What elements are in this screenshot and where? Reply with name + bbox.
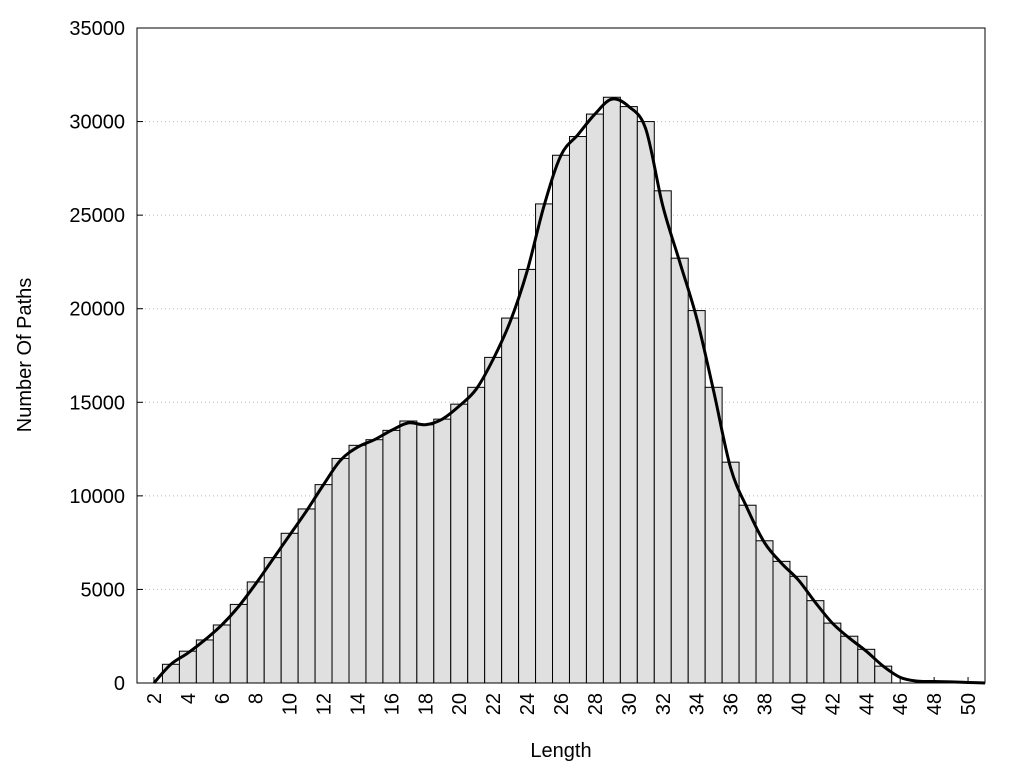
bar — [602, 96, 621, 684]
x-tick-label: 50 — [958, 693, 980, 715]
x-tick-label: 30 — [619, 693, 641, 715]
bar — [772, 560, 791, 684]
y-tick-label: 10000 — [69, 486, 125, 508]
bar — [450, 403, 469, 684]
bar — [331, 457, 350, 684]
bar — [365, 439, 384, 684]
bar — [280, 532, 299, 684]
bar — [670, 257, 689, 684]
x-tick-label: 42 — [822, 693, 844, 715]
bar — [314, 484, 333, 684]
bar — [687, 310, 706, 684]
bar — [721, 461, 740, 684]
bar — [229, 603, 248, 684]
x-tick-label: 44 — [856, 693, 878, 715]
bar — [789, 575, 808, 684]
x-tick-label: 6 — [212, 693, 234, 704]
y-tick-label: 20000 — [69, 299, 125, 321]
x-tick-label: 16 — [381, 693, 403, 715]
bar — [246, 581, 265, 684]
bar — [738, 504, 757, 684]
bar — [501, 317, 520, 684]
bar — [382, 429, 401, 684]
bar — [399, 420, 418, 684]
bar — [416, 424, 435, 684]
bar — [857, 648, 876, 684]
x-tick-label: 18 — [415, 693, 437, 715]
y-tick-label: 30000 — [69, 112, 125, 134]
bar — [212, 624, 231, 684]
bar — [585, 113, 604, 684]
x-tick-label: 28 — [585, 693, 607, 715]
bar — [568, 136, 587, 684]
bar — [467, 386, 486, 684]
x-tick-label: 12 — [314, 693, 336, 715]
x-tick-label: 46 — [890, 693, 912, 715]
bar — [433, 418, 452, 684]
bar — [704, 386, 723, 684]
y-axis-title: Number Of Paths — [14, 278, 36, 433]
bar — [263, 557, 282, 684]
bar — [653, 190, 672, 684]
line — [152, 97, 986, 685]
x-tick-label: 4 — [178, 693, 200, 704]
x-tick-label: 36 — [721, 693, 743, 715]
x-tick-label: 14 — [347, 693, 369, 715]
x-tick-label: 26 — [551, 693, 573, 715]
bar — [874, 665, 893, 684]
bar — [297, 508, 316, 684]
bar — [484, 356, 503, 684]
y-tick-label: 35000 — [69, 18, 125, 40]
x-tick-label: 22 — [483, 693, 505, 715]
x-tick-label: 20 — [449, 693, 471, 715]
bar — [619, 106, 638, 684]
bar — [535, 203, 554, 684]
bar — [518, 268, 537, 684]
y-tick-label: 25000 — [69, 205, 125, 227]
bar — [755, 540, 774, 684]
y-tick-label: 0 — [114, 673, 125, 695]
bar — [552, 154, 570, 684]
x-tick-label: 10 — [280, 693, 302, 715]
x-tick-label: 8 — [246, 693, 268, 704]
y-tick-label: 15000 — [69, 392, 125, 414]
x-axis-title: Length — [530, 740, 591, 762]
x-tick-label: 2 — [144, 693, 166, 704]
x-tick-label: 40 — [788, 693, 810, 715]
bar — [636, 121, 655, 684]
x-tick-label: 38 — [755, 693, 777, 715]
bar — [161, 663, 180, 684]
x-tick-label: 34 — [687, 693, 709, 715]
bar — [806, 600, 825, 684]
y-tick-label: 5000 — [81, 579, 126, 601]
bar — [823, 622, 842, 684]
bar — [348, 444, 367, 684]
plot-frame — [136, 27, 986, 684]
x-tick-label: 32 — [653, 693, 675, 715]
x-tick-label: 48 — [924, 693, 946, 715]
x-tick-label: 24 — [517, 693, 539, 715]
